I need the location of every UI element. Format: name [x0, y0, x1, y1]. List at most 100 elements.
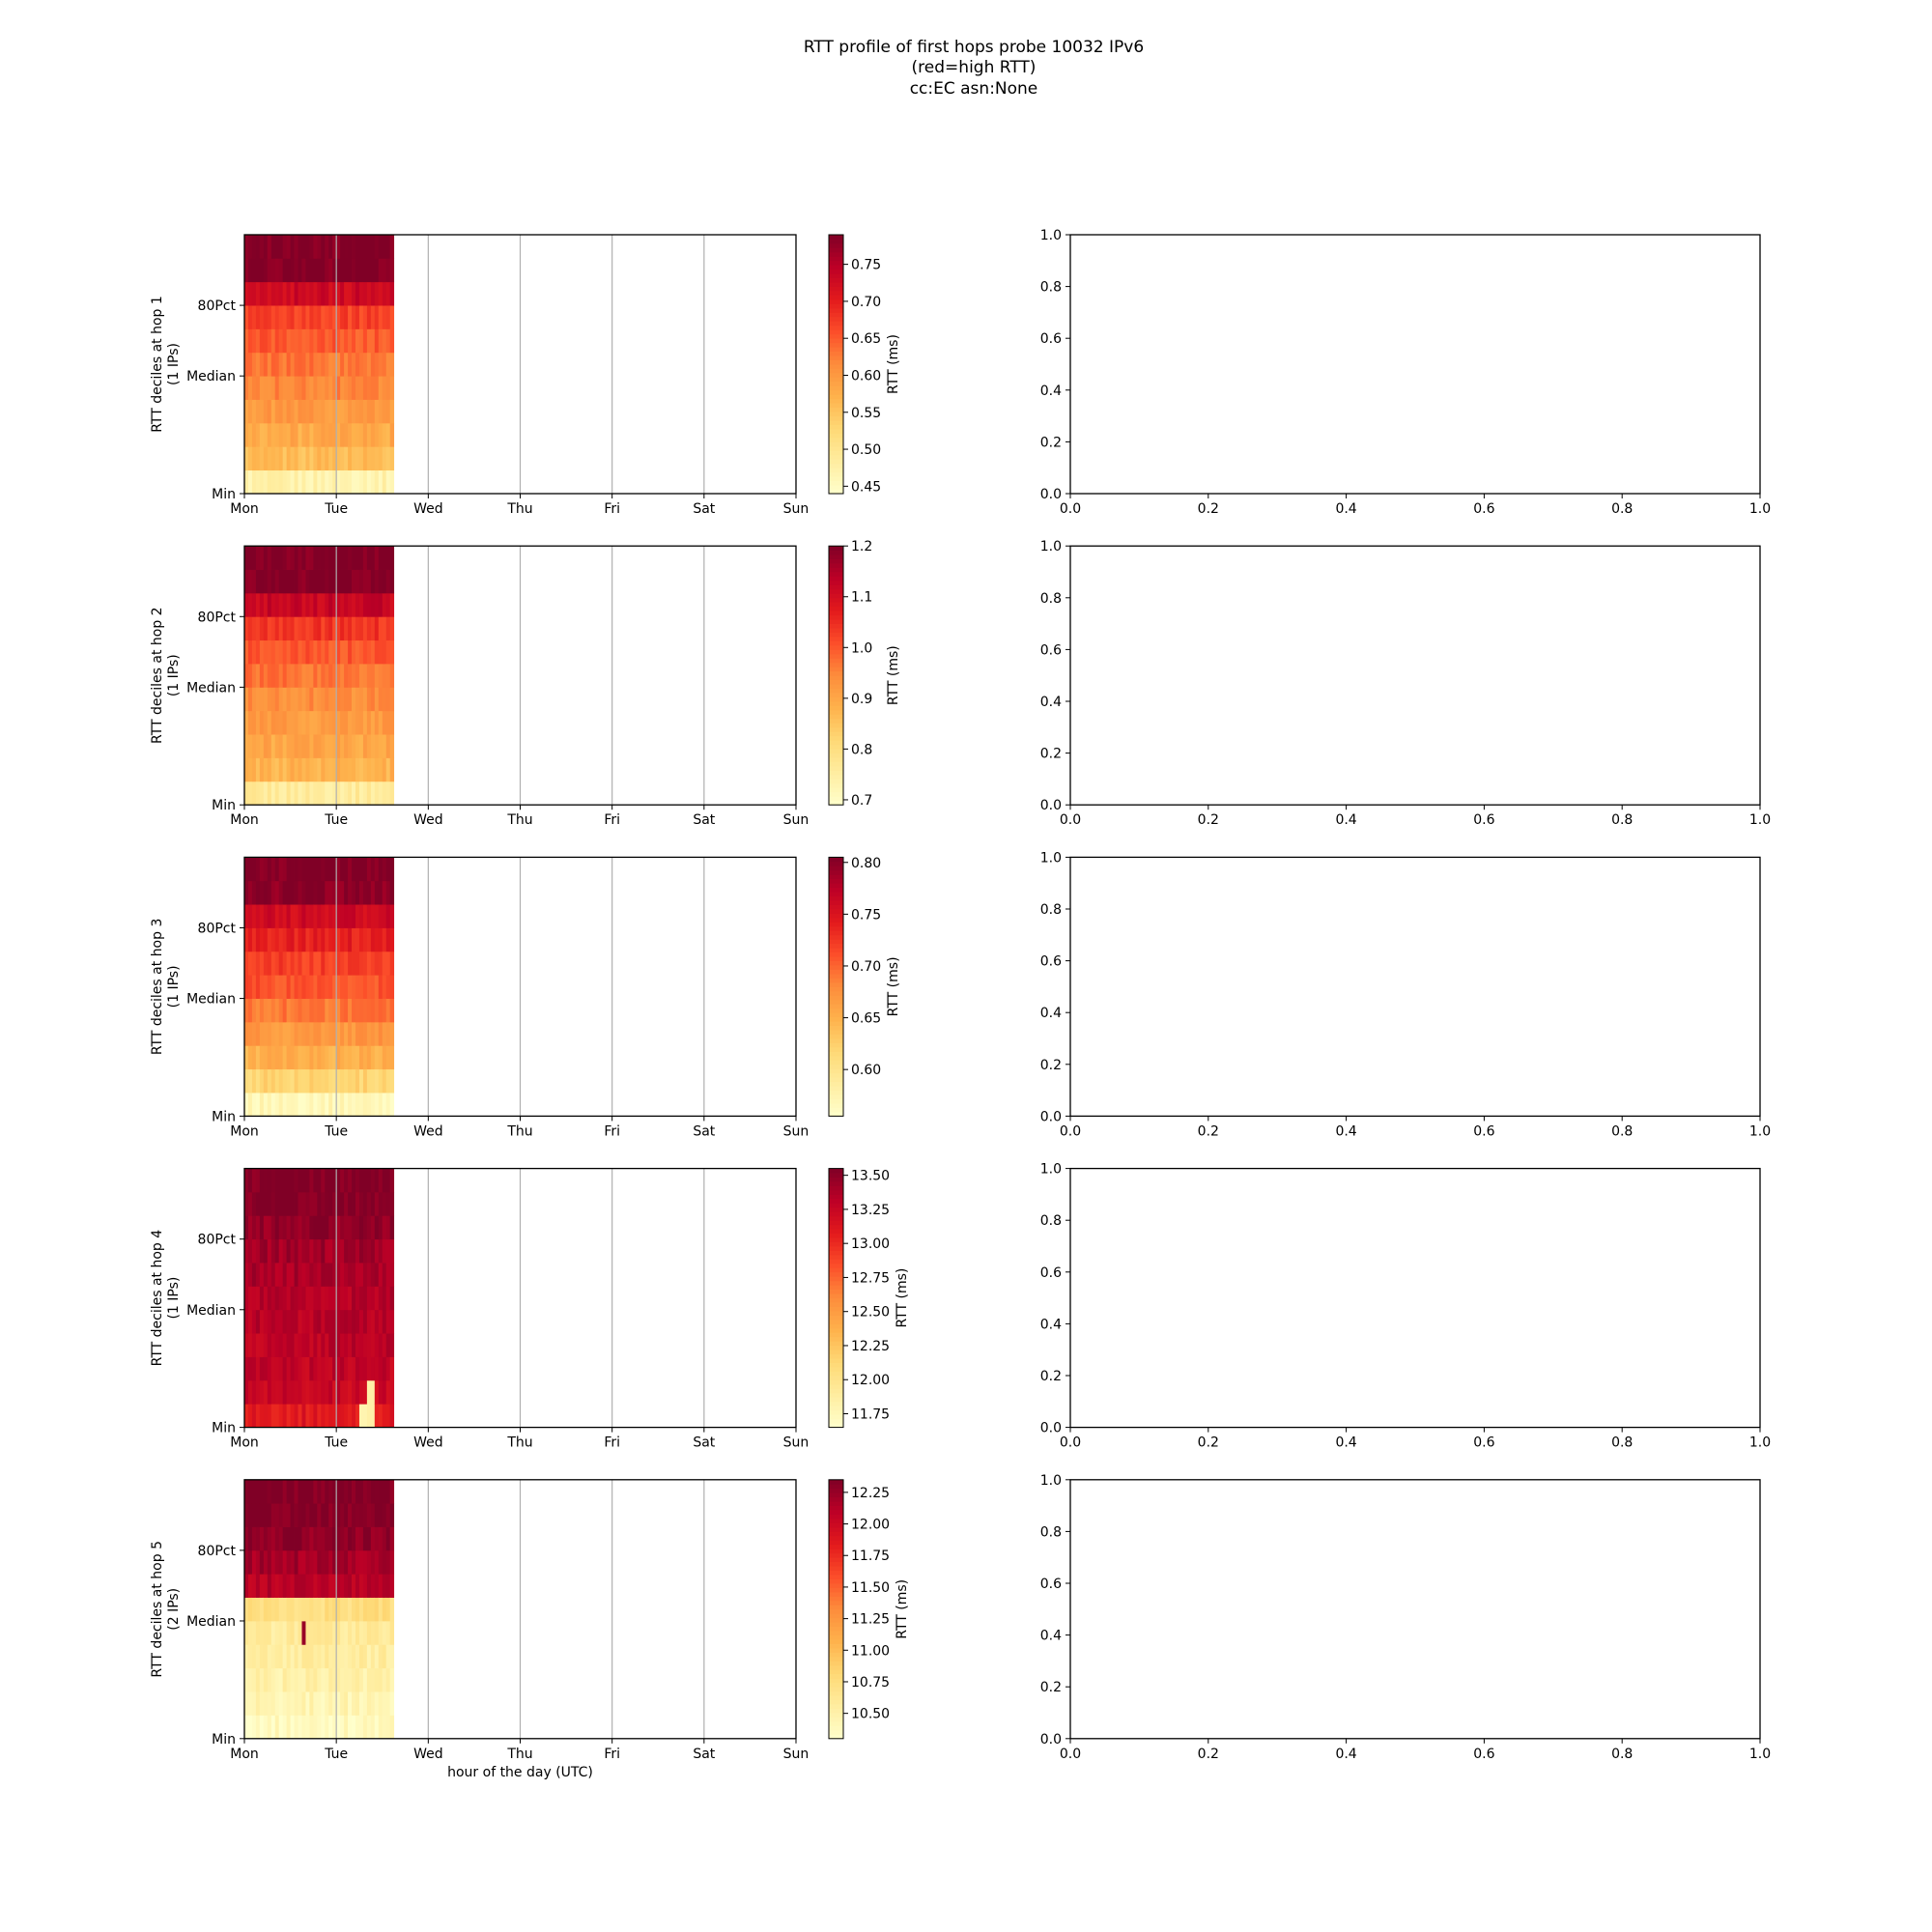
heatmap-cell: [267, 1479, 272, 1504]
heatmap-cell: [332, 1620, 337, 1645]
heatmap-cell: [278, 446, 284, 471]
heatmap-cell: [340, 399, 345, 424]
colorbar-segment: [829, 978, 843, 983]
heatmap-cell: [286, 352, 291, 377]
empty-axes-frame: [1069, 856, 1761, 1118]
empty-x-tick-label: 0.6: [1473, 1435, 1494, 1451]
heatmap-cell: [282, 857, 288, 882]
heatmap-cell: [362, 1479, 368, 1504]
colorbar-segment: [829, 1673, 843, 1679]
heatmap-cell: [301, 1191, 306, 1216]
heatmap-cell: [313, 687, 318, 712]
heatmap-cell: [352, 904, 356, 928]
heatmap-cell: [263, 1715, 269, 1740]
empty-x-tick-label: 1.0: [1749, 1747, 1771, 1762]
heatmap-cell: [270, 399, 276, 424]
heatmap-cell: [313, 422, 318, 447]
heatmap-cell: [317, 616, 322, 641]
heatmap-cell: [352, 1168, 356, 1193]
colorbar-segment: [829, 1605, 843, 1610]
heatmap-cell: [385, 1644, 391, 1669]
heatmap-cell: [313, 757, 318, 782]
heatmap-cell: [313, 998, 318, 1023]
heatmap-cell: [328, 757, 333, 782]
heatmap-cell: [336, 376, 341, 400]
heatmap-cell: [370, 352, 376, 377]
heatmap-cell: [278, 1215, 284, 1240]
heatmap-cell: [362, 975, 368, 999]
heatmap-cell: [358, 1309, 364, 1334]
heatmap-cell: [274, 857, 280, 882]
heatmap-cell: [328, 1667, 333, 1692]
colorbar-segment: [829, 800, 843, 806]
heatmap-cell: [247, 235, 253, 259]
heatmap-cell: [278, 616, 284, 641]
heatmap-cell: [366, 781, 372, 806]
heatmap-cell: [286, 975, 291, 999]
heatmap-cell: [328, 1309, 333, 1334]
heatmap-cell: [328, 258, 333, 283]
y-tick-label: 80Pct: [198, 921, 237, 936]
heatmap-cell: [378, 975, 384, 999]
heatmap-cell: [270, 1526, 276, 1551]
heatmap-cell: [348, 927, 353, 952]
heatmap-cell: [366, 1215, 372, 1240]
heatmap-cell: [389, 664, 395, 688]
heatmap-cell: [336, 235, 341, 259]
heatmap-cell: [305, 998, 310, 1023]
heatmap-cell: [301, 569, 306, 594]
colorbar-segment: [829, 606, 843, 611]
heatmap-cell: [274, 592, 280, 617]
heatmap-cell: [255, 446, 261, 471]
heatmap-cell: [294, 305, 298, 329]
heatmap-cell: [325, 1263, 329, 1287]
heatmap-cell: [301, 687, 306, 712]
colorbar-segment: [829, 489, 843, 495]
colorbar-segment: [829, 385, 843, 391]
heatmap-cell: [332, 1215, 337, 1240]
heatmap-cell: [309, 1263, 314, 1287]
heatmap-cell: [344, 664, 349, 688]
heatmap-cell: [259, 639, 265, 665]
heatmap-cell: [325, 592, 329, 617]
heatmap-cell: [259, 1549, 265, 1575]
heatmap-cell: [274, 904, 280, 928]
heatmap-cell: [374, 1404, 380, 1428]
heatmap-cell: [340, 1644, 345, 1669]
colorbar-segment: [829, 614, 843, 620]
heatmap-cell: [309, 1479, 314, 1504]
heatmap-cell: [309, 569, 314, 594]
heatmap-cell: [325, 975, 329, 999]
heatmap-cell: [286, 1379, 291, 1405]
heatmap-cell: [325, 710, 329, 735]
heatmap-cell: [278, 1093, 284, 1117]
heatmap-cell: [298, 1526, 302, 1551]
heatmap-cell: [321, 1045, 326, 1070]
heatmap-cell: [309, 781, 314, 806]
x-tick-label: Sat: [693, 1435, 715, 1451]
heatmap-cell: [332, 569, 337, 594]
heatmap-cell: [325, 399, 329, 424]
heatmap-cell: [317, 998, 322, 1023]
colorbar-segment: [829, 437, 843, 442]
heatmap-cell: [321, 399, 326, 424]
heatmap-cell: [355, 1479, 360, 1504]
heatmap-cell: [267, 687, 272, 712]
heatmap-cell: [340, 352, 345, 377]
heatmap-cell: [358, 1691, 364, 1716]
heatmap-cell: [309, 399, 314, 424]
heatmap-cell: [244, 1644, 249, 1669]
heatmap-cell: [259, 734, 265, 758]
heatmap-cell: [344, 305, 349, 329]
colorbar-segment: [829, 718, 843, 724]
heatmap-cell: [263, 1068, 269, 1094]
heatmap-cell: [263, 1503, 269, 1527]
heatmap-cell: [282, 1168, 288, 1193]
heatmap-cell: [344, 1479, 349, 1504]
heatmap-cell: [382, 422, 387, 447]
heatmap-cell: [385, 376, 391, 400]
heatmap-cell: [355, 1093, 360, 1117]
heatmap-cell: [370, 687, 376, 712]
heatmap-cell: [385, 328, 391, 354]
heatmap-cell: [336, 1263, 341, 1287]
